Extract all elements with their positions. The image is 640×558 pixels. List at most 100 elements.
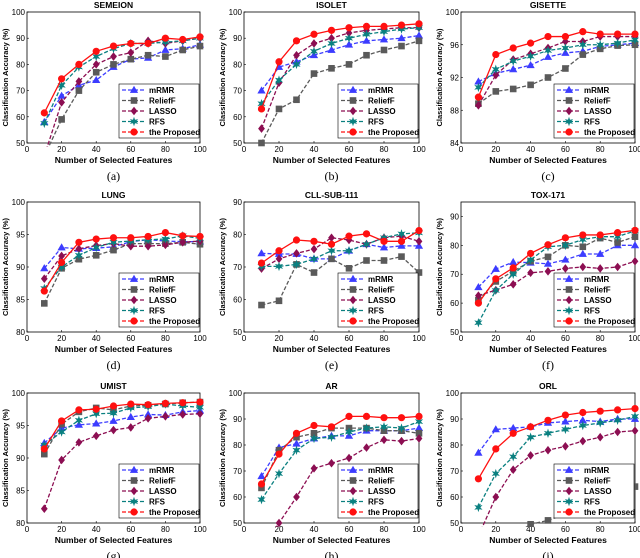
data-point-the-proposed <box>40 109 48 117</box>
data-point-relieff <box>196 42 204 50</box>
data-point-relieff <box>293 96 300 104</box>
x-tick-label: 40 <box>526 525 535 534</box>
legend-label-relieff: ReliefF <box>368 286 395 295</box>
y-tick-label: 80 <box>450 441 459 450</box>
y-tick-label: 60 <box>450 493 459 502</box>
legend-marker-rfs <box>348 305 358 316</box>
data-point-rfs <box>596 39 605 50</box>
data-point-the-proposed <box>179 232 187 240</box>
legend-marker-relieff <box>565 477 573 484</box>
series-line-relieff <box>260 427 420 489</box>
legend-label-lasso: LASSO <box>584 487 612 496</box>
legend-marker-mrmr <box>129 465 139 473</box>
x-tick-label: 20 <box>57 145 66 154</box>
series-line-rfs <box>43 235 201 289</box>
data-point-the-proposed <box>561 411 570 419</box>
data-point-rfs <box>578 420 587 431</box>
data-point-rfs <box>414 416 423 427</box>
y-tick-label: 84 <box>450 139 459 148</box>
data-point-rfs <box>274 75 284 85</box>
series-group <box>257 20 423 147</box>
data-point-the-proposed <box>310 30 318 38</box>
data-point-mrmr <box>543 259 553 267</box>
legend-label-the-proposed: the Proposed <box>149 508 200 517</box>
y-tick-label: 100 <box>446 389 460 398</box>
data-point-the-proposed <box>415 20 423 28</box>
chart-title: AR <box>325 381 337 391</box>
y-tick-label: 50 <box>233 519 242 528</box>
x-tick-label: 0 <box>242 334 247 343</box>
data-point-mrmr <box>491 425 500 433</box>
series-group <box>474 226 639 328</box>
x-tick-label: 40 <box>310 334 319 343</box>
legend-marker-relieff <box>130 286 138 293</box>
data-point-the-proposed <box>613 406 622 414</box>
legend-label-relieff: ReliefF <box>584 97 611 106</box>
data-point-relieff <box>92 252 100 259</box>
series-line-rfs <box>477 230 636 324</box>
data-point-the-proposed <box>40 287 48 295</box>
legend-label-the-proposed: the Proposed <box>584 508 635 517</box>
x-tick-label: 80 <box>596 145 605 154</box>
legend-marker-the-proposed <box>565 508 573 516</box>
data-point-rfs <box>397 24 406 34</box>
legend-marker-lasso <box>349 295 357 305</box>
y-axis-label: Classification Accuracy (%) <box>435 408 444 507</box>
data-point-rfs <box>344 33 354 43</box>
data-point-the-proposed <box>92 405 100 413</box>
legend-label-lasso: LASSO <box>368 296 396 305</box>
x-tick-label: 80 <box>161 525 170 534</box>
data-point-the-proposed <box>362 22 371 31</box>
y-tick-label: 92 <box>450 74 459 83</box>
data-point-rfs <box>109 237 118 248</box>
panel-caption: (i) <box>542 549 553 558</box>
data-point-rfs <box>526 432 535 442</box>
data-point-rfs <box>344 427 354 437</box>
panel-caption: (c) <box>541 169 554 183</box>
y-tick-label: 90 <box>233 34 242 43</box>
y-tick-label: 70 <box>16 87 25 96</box>
data-point-rfs <box>379 26 389 37</box>
x-tick-label: 40 <box>310 525 319 534</box>
legend-marker-rfs <box>348 496 358 507</box>
data-point-mrmr <box>257 249 266 257</box>
data-point-mrmr <box>509 65 518 73</box>
data-point-relieff <box>75 87 83 94</box>
legend-marker-rfs <box>129 116 139 127</box>
data-point-rfs <box>509 56 518 66</box>
subplot-orl: ORL 0 20 40 60 80 100 50 60 70 80 90 100 Number of Se… <box>435 381 640 558</box>
x-tick-label: 0 <box>459 525 464 534</box>
data-point-lasso <box>492 492 500 502</box>
x-axis-label: Number of Selected Features <box>489 155 607 165</box>
data-point-relieff <box>579 51 587 58</box>
data-point-relieff <box>475 551 481 557</box>
x-tick-label: 60 <box>126 525 135 534</box>
data-point-the-proposed <box>415 227 423 235</box>
data-point-lasso <box>363 443 370 452</box>
data-point-the-proposed <box>509 429 517 437</box>
data-point-rfs <box>57 80 66 91</box>
x-tick-label: 80 <box>380 525 389 534</box>
data-point-the-proposed <box>127 234 135 242</box>
data-point-rfs <box>57 262 66 272</box>
data-point-lasso <box>110 52 117 61</box>
legend-marker-mrmr <box>348 85 358 93</box>
y-tick-label: 100 <box>229 8 243 17</box>
x-tick-label: 0 <box>459 334 464 343</box>
data-point-the-proposed <box>327 423 336 431</box>
legend-label-relieff: ReliefF <box>149 477 176 486</box>
data-point-lasso <box>596 432 604 442</box>
chart-title: SEMEION <box>94 0 133 10</box>
data-point-the-proposed <box>292 37 301 45</box>
data-point-the-proposed <box>109 42 118 50</box>
legend-marker-relieff <box>349 97 357 104</box>
data-point-the-proposed <box>144 39 152 48</box>
data-point-the-proposed <box>275 247 283 255</box>
data-point-mrmr <box>491 264 500 272</box>
data-point-mrmr <box>257 86 266 94</box>
y-tick-label: 60 <box>233 113 242 122</box>
data-point-lasso <box>58 98 65 107</box>
data-point-the-proposed <box>161 399 169 408</box>
